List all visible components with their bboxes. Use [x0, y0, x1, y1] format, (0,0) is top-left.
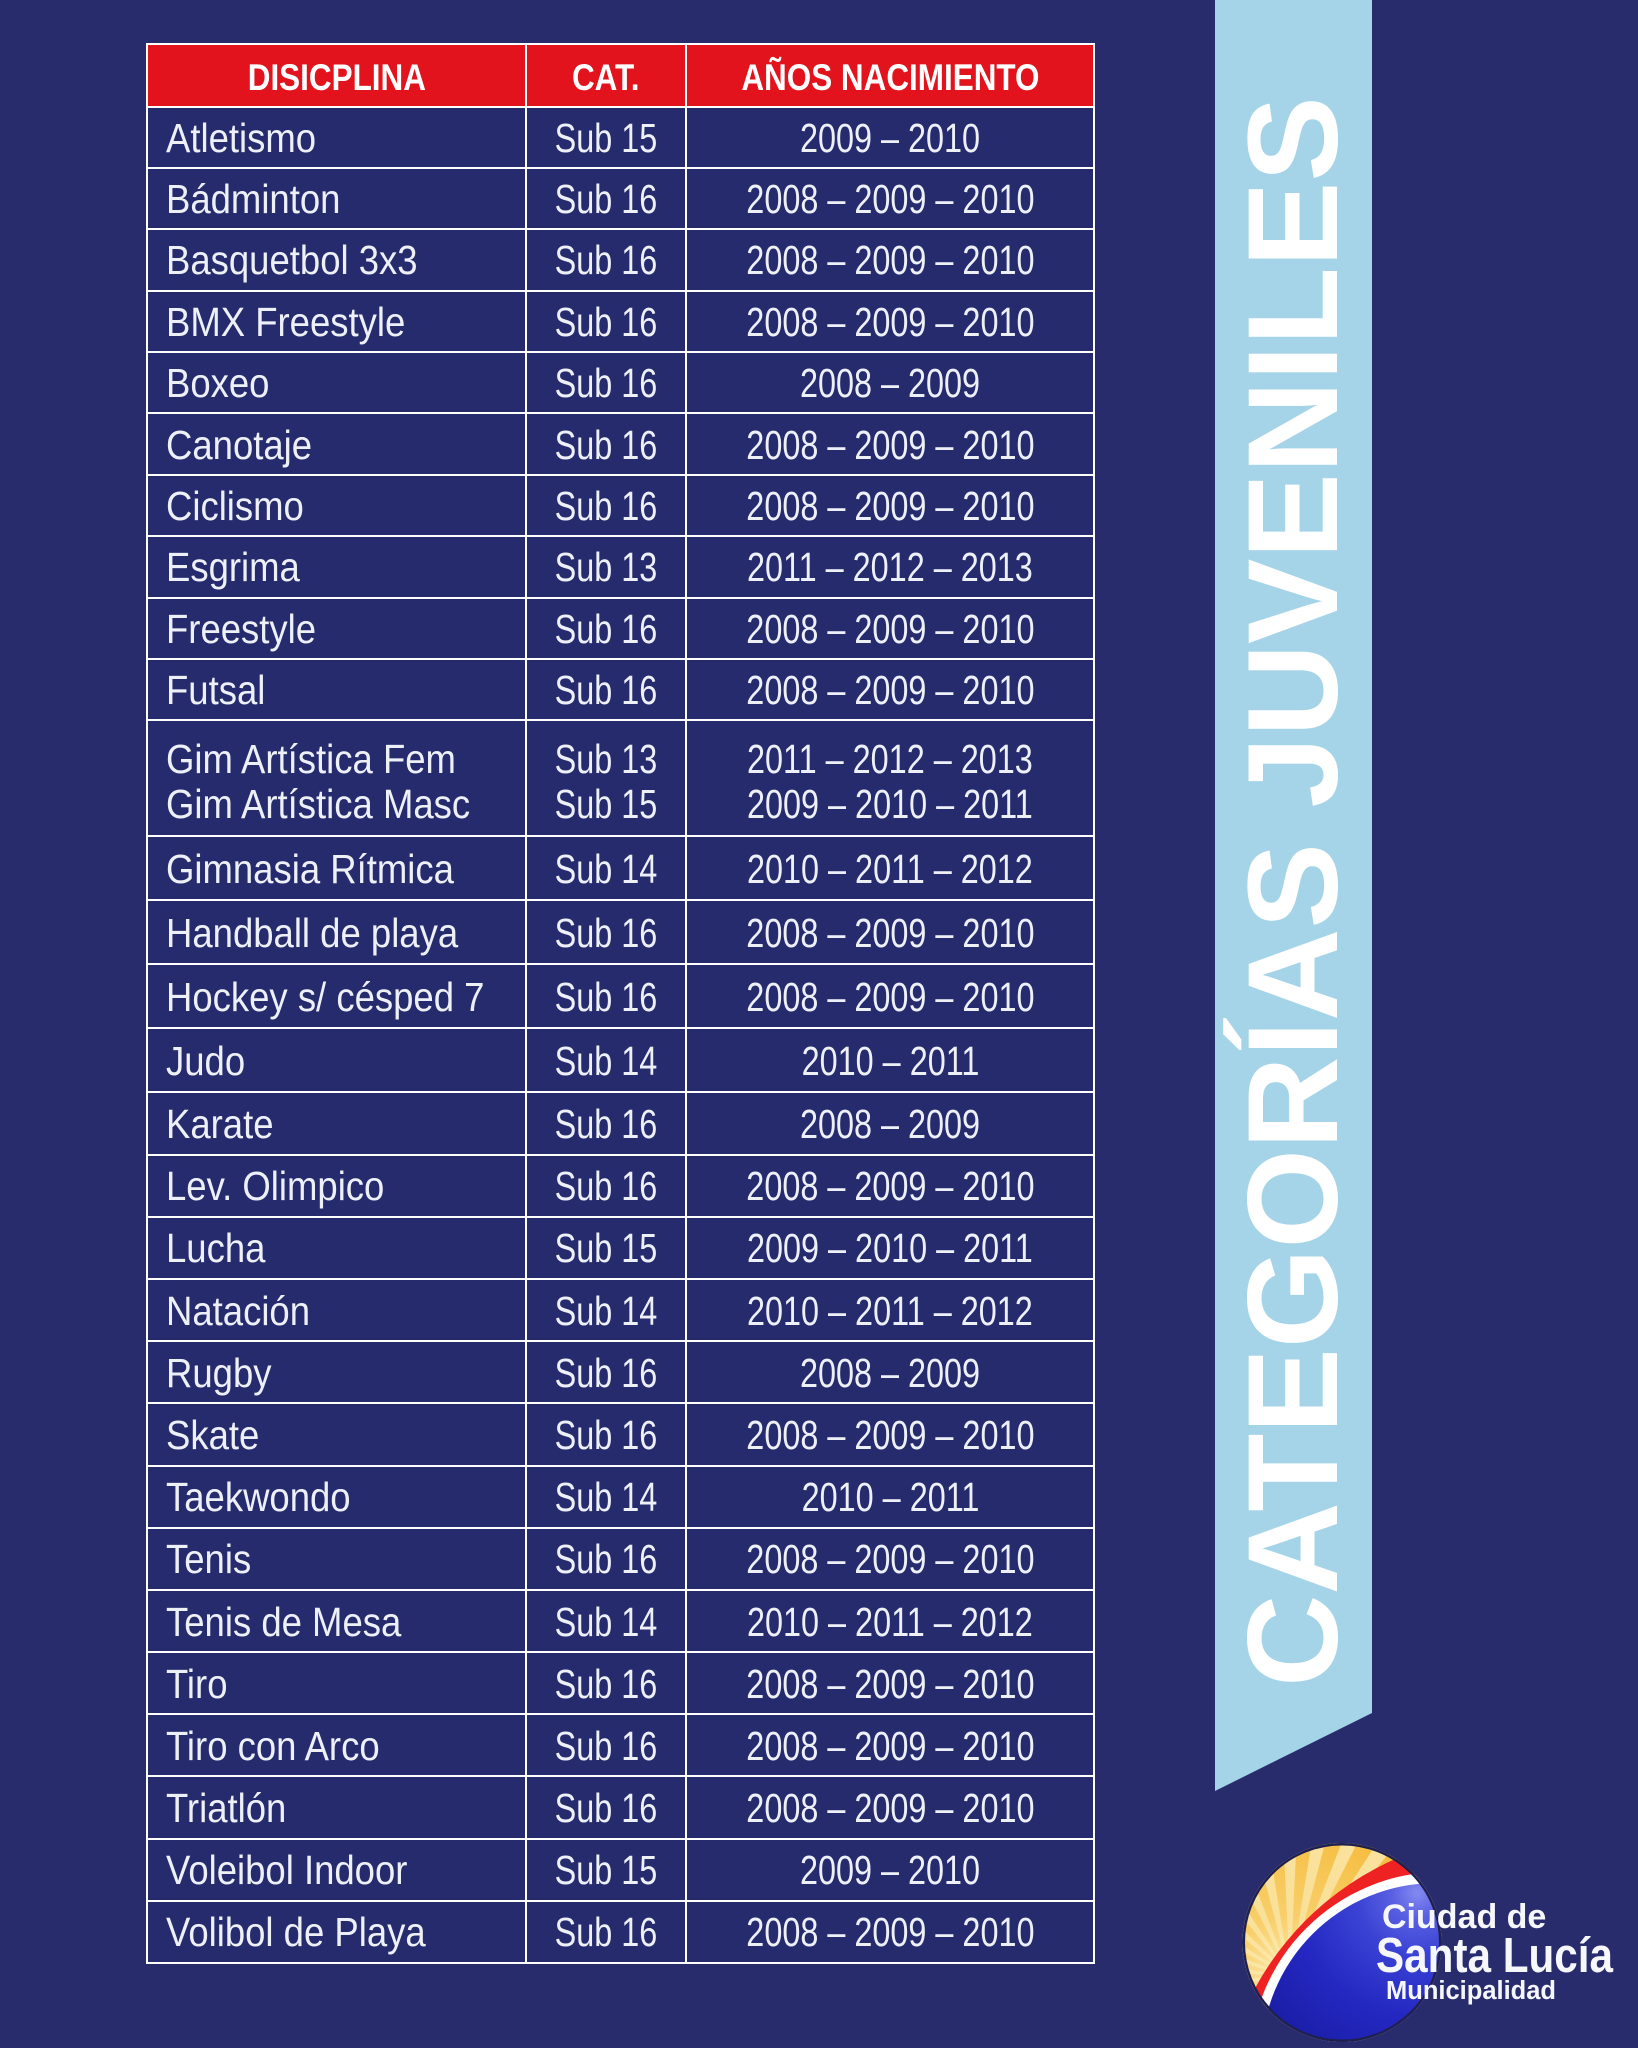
svg-text:Santa Lucía: Santa Lucía [1376, 1929, 1614, 1983]
svg-text:Municipalidad: Municipalidad [1386, 1977, 1556, 2005]
svg-text:Ciudad de: Ciudad de [1382, 1898, 1546, 1936]
